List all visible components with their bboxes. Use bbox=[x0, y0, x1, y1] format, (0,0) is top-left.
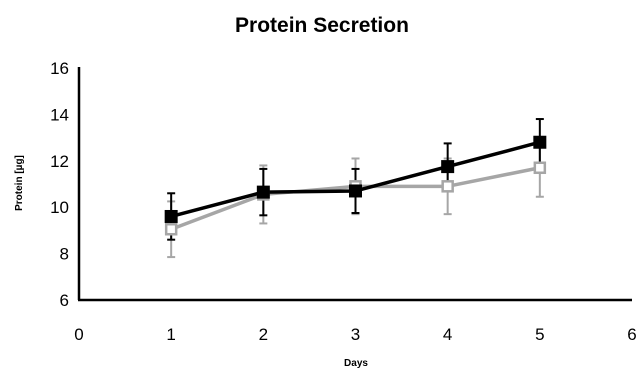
y-tick-label: 12 bbox=[50, 152, 69, 171]
x-tick-label: 1 bbox=[166, 325, 175, 344]
x-tick-label: 4 bbox=[443, 325, 452, 344]
data-point-marker bbox=[349, 184, 362, 198]
y-tick-labels: 6 8 10 12 14 16 bbox=[50, 59, 69, 310]
data-point-marker bbox=[164, 222, 178, 236]
x-tick-label: 3 bbox=[351, 325, 360, 344]
x-axis-label: Days bbox=[344, 358, 368, 369]
x-tick-label: 6 bbox=[627, 325, 636, 344]
x-tick-label: 0 bbox=[74, 325, 83, 344]
data-point-marker bbox=[533, 161, 547, 175]
y-tick-label: 14 bbox=[50, 105, 69, 124]
y-tick-label: 16 bbox=[50, 59, 69, 78]
y-axis-label: Protein [µg] bbox=[14, 155, 25, 211]
y-tick-label: 6 bbox=[60, 291, 69, 310]
x-tick-labels: 0 1 2 3 4 5 6 bbox=[74, 325, 636, 344]
y-tick-label: 10 bbox=[50, 198, 69, 217]
x-tick-label: 2 bbox=[259, 325, 268, 344]
x-tick-label: 5 bbox=[535, 325, 544, 344]
data-point-marker bbox=[256, 185, 270, 199]
data-point-marker bbox=[533, 135, 547, 149]
data-point-marker bbox=[441, 180, 454, 193]
data-point-marker bbox=[441, 160, 455, 174]
y-tick-label: 8 bbox=[60, 245, 69, 264]
data-point-marker bbox=[164, 209, 178, 223]
chart-title: Protein Secretion bbox=[235, 14, 409, 37]
series-markers bbox=[164, 135, 547, 236]
